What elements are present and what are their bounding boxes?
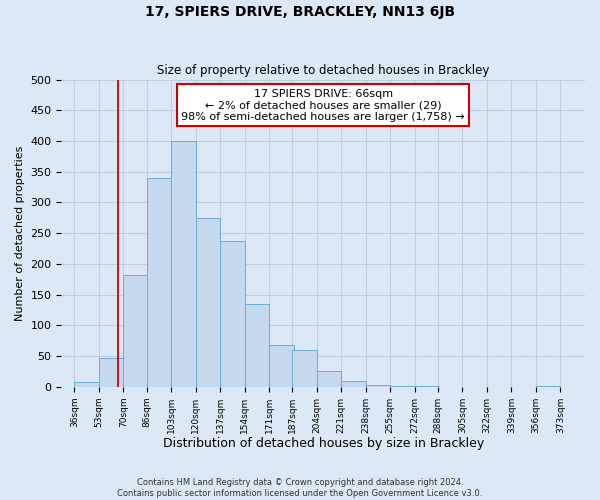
Bar: [99, 358, 124, 386]
Bar: [74, 382, 99, 386]
Bar: [146, 178, 171, 386]
Bar: [196, 218, 220, 386]
Bar: [220, 240, 245, 386]
Bar: [171, 141, 196, 386]
Bar: [269, 345, 293, 387]
X-axis label: Distribution of detached houses by size in Brackley: Distribution of detached houses by size …: [163, 437, 484, 450]
Bar: [341, 380, 366, 386]
Bar: [124, 275, 148, 386]
Text: 17, SPIERS DRIVE, BRACKLEY, NN13 6JB: 17, SPIERS DRIVE, BRACKLEY, NN13 6JB: [145, 5, 455, 19]
Y-axis label: Number of detached properties: Number of detached properties: [15, 146, 25, 321]
Text: Contains HM Land Registry data © Crown copyright and database right 2024.
Contai: Contains HM Land Registry data © Crown c…: [118, 478, 482, 498]
Title: Size of property relative to detached houses in Brackley: Size of property relative to detached ho…: [157, 64, 490, 77]
Bar: [366, 385, 390, 386]
Bar: [245, 304, 269, 386]
Bar: [317, 372, 341, 386]
Bar: [292, 350, 317, 387]
Text: 17 SPIERS DRIVE: 66sqm
← 2% of detached houses are smaller (29)
98% of semi-deta: 17 SPIERS DRIVE: 66sqm ← 2% of detached …: [181, 89, 465, 122]
